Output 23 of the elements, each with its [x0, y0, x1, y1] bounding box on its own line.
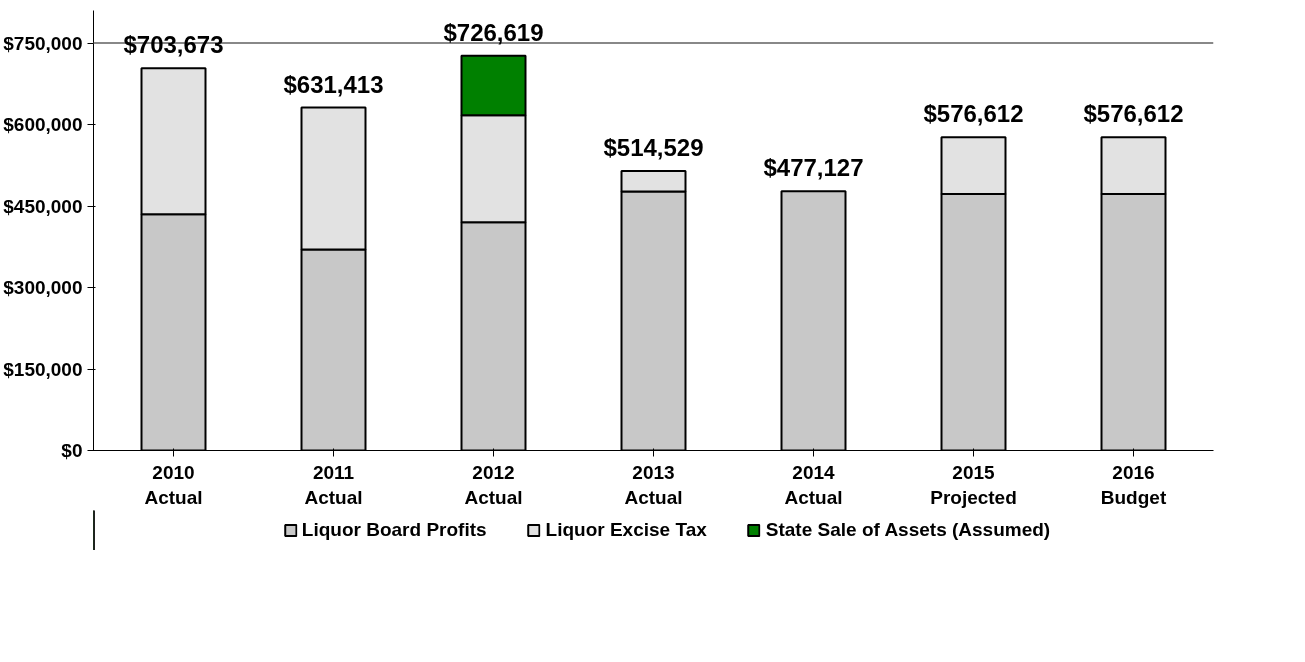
total-label: $726,619	[443, 18, 544, 46]
x-tick-label: 2012 Actual	[464, 461, 523, 508]
x-tick-label: 2014 Actual	[784, 461, 843, 508]
x-tick-label: 2010 Actual	[144, 461, 203, 508]
x-tick-label: 2016 Budget	[1100, 461, 1167, 508]
total-label: $576,612	[1083, 100, 1184, 128]
x-tick-label: 2015 Projected	[930, 461, 1017, 508]
y-tick-label: $750,000	[3, 32, 83, 54]
legend-label: Liquor Excise Tax	[545, 519, 707, 541]
total-label: $631,413	[283, 70, 384, 98]
legend-label: Liquor Board Profits	[301, 519, 487, 541]
total-label: $514,529	[603, 134, 704, 161]
y-tick-label: $300,000	[3, 277, 83, 299]
y-tick-label: $450,000	[3, 195, 83, 217]
y-tick-label: $0	[61, 440, 83, 461]
x-tick-label: 2013 Actual	[624, 461, 683, 508]
y-tick-label: $600,000	[3, 114, 83, 136]
legend-label: State Sale of Assets (Assumed)	[765, 519, 1051, 541]
total-label: $576,612	[923, 100, 1024, 128]
y-tick-label: $150,000	[3, 358, 83, 380]
total-label: $477,127	[763, 154, 864, 182]
total-label: $703,673	[123, 31, 224, 59]
x-tick-label: 2011 Actual	[304, 461, 363, 508]
